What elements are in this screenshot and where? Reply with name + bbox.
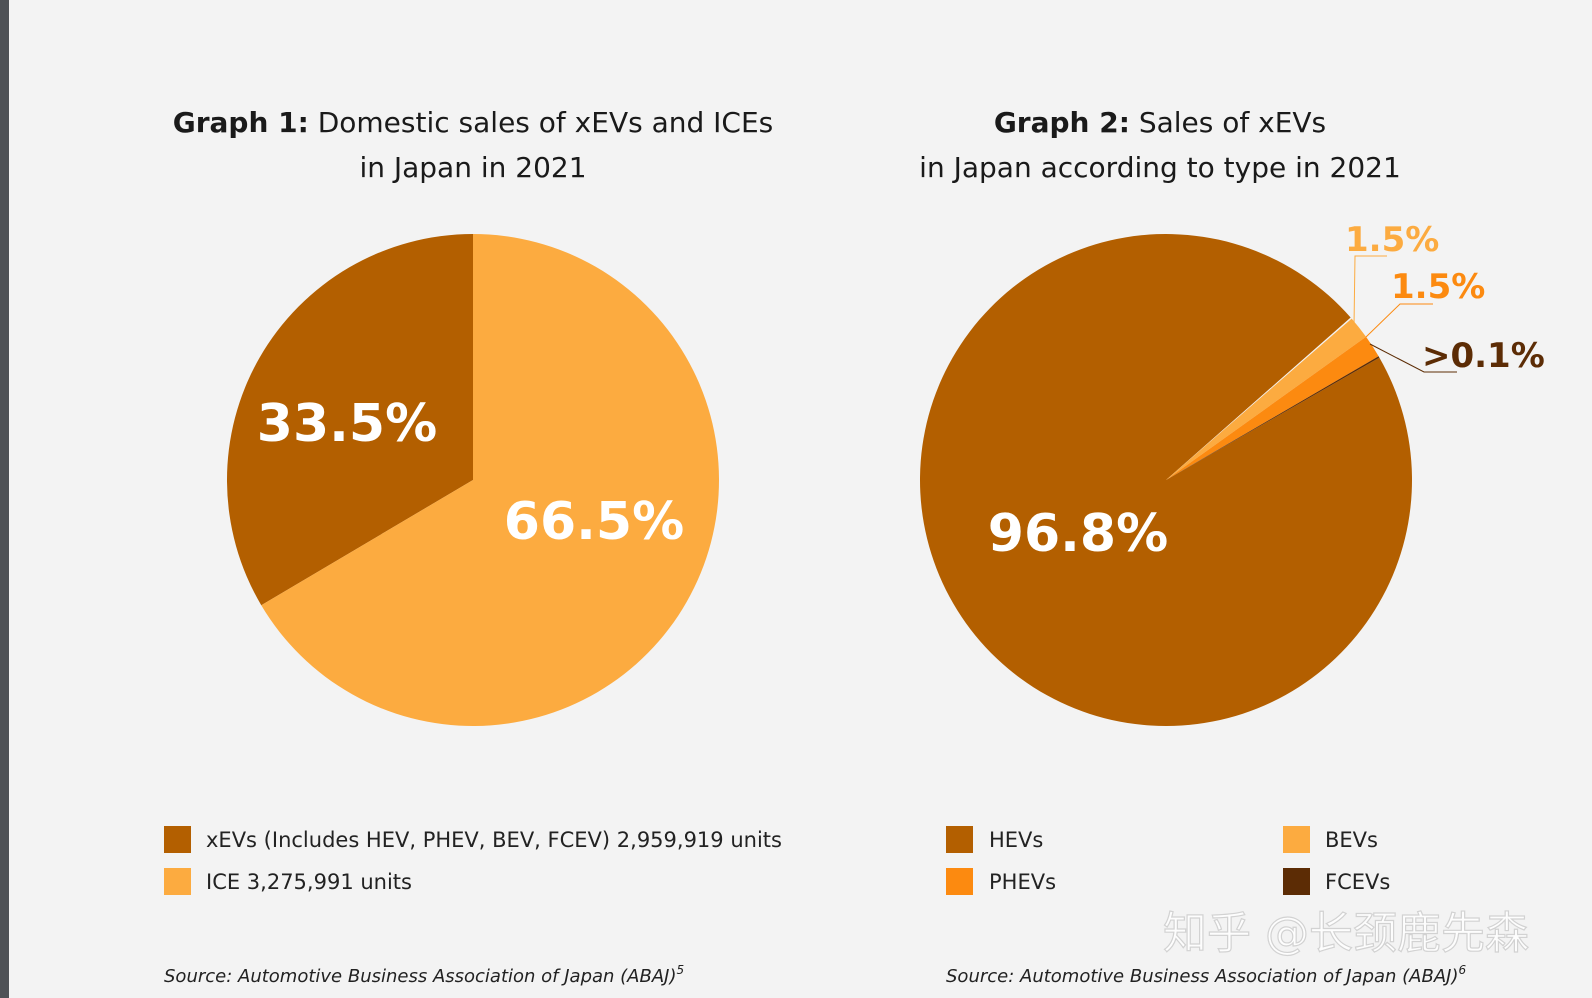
- legend-swatch-xevs: [164, 826, 191, 853]
- legend-label-hevs: HEVs: [989, 828, 1043, 852]
- graph1-source: Source: Automotive Business Association …: [164, 963, 684, 987]
- graph1-label-xevs: 33.5%: [257, 394, 437, 454]
- left-edge-bar: [0, 0, 9, 998]
- watermark: 知乎 @长颈鹿先森: [1163, 908, 1529, 959]
- graph1-title-line2: in Japan in 2021: [359, 151, 586, 184]
- pie-slice-hevs: [919, 233, 1413, 726]
- legend-swatch-bevs: [1283, 826, 1310, 853]
- legend-swatch-phevs: [946, 868, 973, 895]
- graph1-pie: [227, 234, 719, 727]
- legend-label-phevs: PHEVs: [989, 870, 1056, 894]
- legend-label-xevs: xEVs (Includes HEV, PHEV, BEV, FCEV) 2,9…: [206, 828, 782, 852]
- graph2-label-fcevs: >0.1%: [1422, 336, 1545, 376]
- pie-slice-bevs: [1166, 318, 1367, 480]
- graph1-title: Graph 1: Domestic sales of xEVs and ICEs: [173, 106, 774, 139]
- leader-line-phevs: [1365, 303, 1433, 338]
- pie-slice-ice: [261, 234, 719, 727]
- legend-swatch-hevs: [946, 826, 973, 853]
- leader-line-fcevs: [1369, 343, 1457, 373]
- legend-label-fcevs: FCEVs: [1325, 870, 1390, 894]
- pie-slice-phevs: [1166, 336, 1379, 480]
- legend-swatch-fcevs: [1283, 868, 1310, 895]
- pie-slice-fcevs: [1166, 356, 1380, 480]
- graph2-title: Graph 2: Sales of xEVs: [994, 106, 1326, 139]
- legend-label-bevs: BEVs: [1325, 828, 1378, 852]
- graph2-label-hevs: 96.8%: [988, 504, 1168, 564]
- graph2-label-phevs: 1.5%: [1391, 267, 1485, 307]
- graph2-pie: [919, 233, 1413, 726]
- graph2-title-line2: in Japan according to type in 2021: [919, 151, 1401, 184]
- graph1-label-ice: 66.5%: [504, 492, 684, 552]
- legend-label-ice: ICE 3,275,991 units: [206, 870, 412, 894]
- graph2-source: Source: Automotive Business Association …: [946, 963, 1466, 987]
- legend-swatch-ice: [164, 868, 191, 895]
- graph2-label-bevs: 1.5%: [1345, 220, 1439, 260]
- pie-slice-xevs: [227, 234, 473, 606]
- leader-line-bevs: [1353, 255, 1387, 327]
